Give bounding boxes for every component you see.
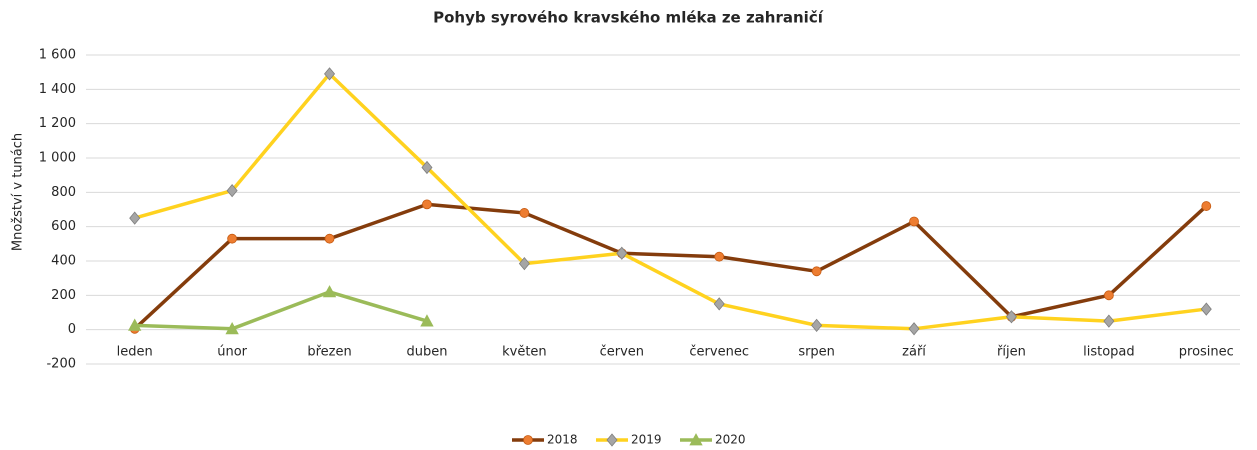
marker: [811, 318, 823, 332]
y-tick-label: 200: [51, 288, 76, 303]
series-line: [134, 290, 428, 331]
marker: [322, 285, 337, 298]
x-tick-label: červenec: [689, 345, 749, 360]
marker: [421, 160, 433, 175]
marker: [1103, 290, 1114, 301]
y-tick-label: -200: [46, 357, 76, 372]
marker: [908, 322, 920, 336]
marker: [226, 183, 238, 198]
y-tick-label: 600: [51, 219, 76, 234]
x-tick-label: leden: [117, 345, 153, 360]
x-tick-label: srpen: [798, 345, 835, 360]
y-tick-label: 1 200: [39, 116, 76, 131]
marker: [225, 321, 239, 335]
legend-marker: [523, 435, 533, 445]
y-tick-label: 1 600: [39, 48, 76, 63]
series-line: [134, 72, 1207, 331]
x-tick-label: září: [902, 345, 926, 360]
x-tick-label: říjen: [997, 345, 1026, 360]
marker: [1103, 314, 1115, 328]
marker: [128, 318, 142, 331]
y-axis-label: Množství v tunách: [11, 133, 26, 251]
marker: [422, 199, 432, 210]
marker: [324, 233, 335, 244]
marker: [1005, 310, 1017, 324]
chart-title: Pohyb syrového kravského mléka ze zahran…: [433, 9, 824, 27]
y-tick-label: 400: [51, 254, 76, 269]
legend-label: 2018: [547, 433, 578, 447]
marker: [1200, 302, 1212, 316]
x-tick-label: březen: [307, 345, 351, 360]
marker: [129, 211, 141, 225]
marker: [714, 251, 725, 262]
legend-marker: [606, 433, 618, 447]
legend-label: 2019: [631, 433, 662, 447]
x-tick-label: duben: [406, 345, 447, 360]
x-tick-label: květen: [502, 345, 547, 360]
marker: [811, 266, 822, 277]
marker: [713, 297, 725, 311]
series-line: [133, 202, 1208, 331]
x-tick-label: listopad: [1083, 345, 1135, 360]
y-tick-label: 0: [68, 322, 76, 337]
marker: [616, 246, 628, 260]
y-tick-label: 800: [51, 185, 76, 200]
marker: [227, 233, 238, 244]
marker: [1201, 201, 1212, 211]
marker: [420, 314, 434, 327]
y-tick-label: 1 000: [39, 151, 76, 166]
marker: [518, 256, 530, 271]
legend-marker: [689, 433, 703, 446]
x-tick-label: červen: [600, 345, 644, 360]
marker: [519, 208, 530, 218]
x-tick-label: prosinec: [1179, 345, 1234, 360]
y-tick-label: 1 400: [39, 82, 76, 97]
x-tick-label: únor: [217, 345, 247, 360]
marker: [909, 216, 919, 227]
marker: [324, 67, 336, 81]
legend-label: 2020: [715, 433, 746, 447]
